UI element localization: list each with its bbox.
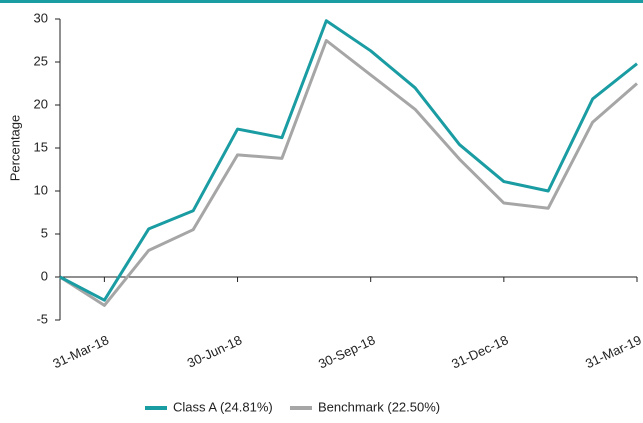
series-line xyxy=(59,39,638,307)
y-tick-label: 25 xyxy=(34,53,48,68)
top-rule xyxy=(0,0,643,3)
x-tick-label: 31-Mar-18 xyxy=(50,332,111,371)
x-tick-label: 30-Jun-18 xyxy=(185,332,244,370)
y-tick-label: 20 xyxy=(34,96,48,111)
y-axis-label: Percentage xyxy=(7,115,22,182)
y-tick-label: -5 xyxy=(36,311,48,326)
y-tick-label: 15 xyxy=(34,139,48,154)
legend-label: Benchmark (22.50%) xyxy=(318,399,440,414)
x-tick-label: 31-Mar-19 xyxy=(583,332,643,371)
y-tick-label: 10 xyxy=(34,182,48,197)
y-tick-label: 0 xyxy=(41,268,48,283)
legend-label: Class A (24.81%) xyxy=(173,399,273,414)
x-tick-label: 30-Sep-18 xyxy=(316,332,377,371)
y-tick-label: 30 xyxy=(34,10,48,25)
x-tick-label: 31-Dec-18 xyxy=(449,332,510,371)
y-tick-label: 5 xyxy=(41,225,48,240)
series-line xyxy=(59,19,638,302)
